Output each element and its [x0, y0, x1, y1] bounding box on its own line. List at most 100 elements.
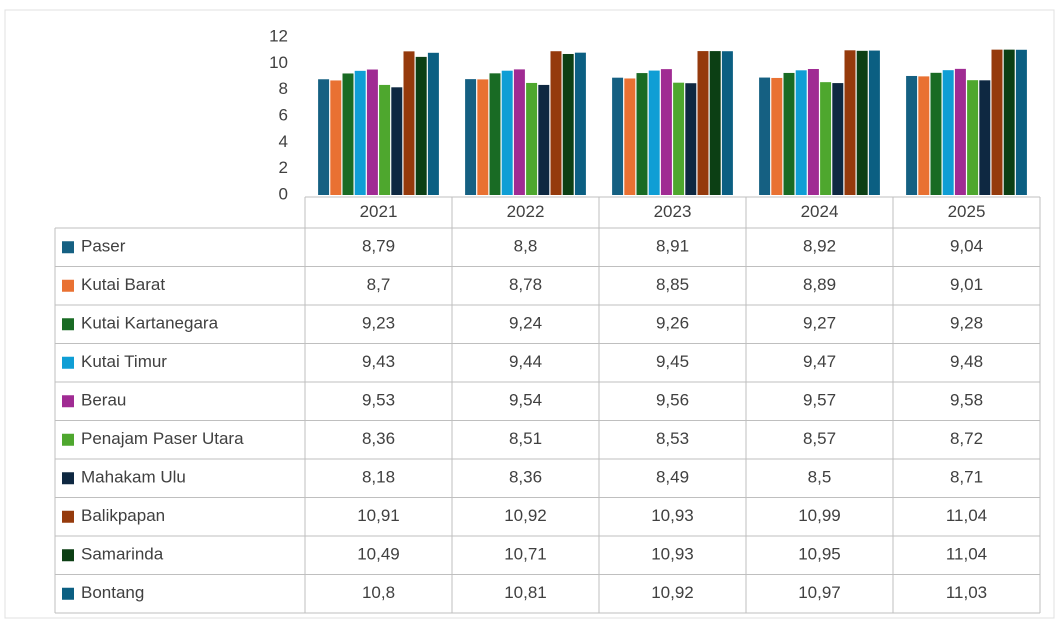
bar	[721, 51, 733, 195]
bar	[574, 52, 586, 195]
bar	[685, 83, 697, 195]
bar	[1015, 49, 1027, 195]
table-value: 10,71	[504, 545, 547, 564]
legend-key	[62, 395, 74, 408]
bar	[660, 69, 672, 195]
bar	[477, 79, 489, 195]
legend-label: Bontang	[81, 583, 144, 602]
y-tick-label: 4	[279, 132, 288, 151]
legend-key	[62, 433, 74, 446]
table-value: 9,27	[803, 314, 836, 333]
y-tick-label: 6	[279, 105, 288, 124]
legend-label: Kutai Timur	[81, 352, 167, 371]
bar	[832, 83, 844, 195]
bar	[550, 51, 562, 195]
table-value: 10,95	[798, 545, 841, 564]
table-value: 9,54	[509, 391, 542, 410]
table-value: 8,53	[656, 429, 689, 448]
bar	[318, 79, 330, 195]
bar	[673, 82, 685, 195]
table-value: 9,24	[509, 314, 542, 333]
table-value: 9,44	[509, 352, 542, 371]
bar	[513, 69, 525, 195]
bar	[918, 76, 930, 195]
bar	[697, 51, 709, 195]
table-value: 9,53	[362, 391, 395, 410]
bar	[415, 56, 427, 195]
table-value: 10,97	[798, 583, 841, 602]
table-value: 9,28	[950, 314, 983, 333]
table-value: 10,92	[504, 506, 547, 525]
table-value: 9,04	[950, 237, 983, 256]
table-value: 8,57	[803, 429, 836, 448]
x-tick-label: 2025	[948, 202, 986, 221]
bar	[330, 80, 342, 195]
bar	[379, 84, 391, 195]
bar	[771, 77, 783, 195]
legend-key	[62, 241, 74, 254]
bar	[465, 79, 477, 195]
table-value: 8,7	[367, 275, 391, 294]
legend-key	[62, 549, 74, 562]
legend-label: Mahakam Ulu	[81, 468, 186, 487]
bar	[942, 70, 954, 195]
bar	[636, 73, 648, 195]
bar	[807, 68, 819, 195]
table-value: 10,92	[651, 583, 694, 602]
bar	[366, 69, 378, 195]
table-value: 9,43	[362, 352, 395, 371]
legend-key	[62, 510, 74, 523]
legend-key	[62, 472, 74, 485]
legend-label: Samarinda	[81, 545, 164, 564]
x-tick-label: 2023	[654, 202, 692, 221]
legend-label: Paser	[81, 237, 126, 256]
bar	[1003, 49, 1015, 195]
table-value: 10,81	[504, 583, 547, 602]
table-value: 9,23	[362, 314, 395, 333]
table-value: 8,71	[950, 468, 983, 487]
table-value: 8,91	[656, 237, 689, 256]
table-value: 9,56	[656, 391, 689, 410]
bar	[562, 53, 574, 195]
bar	[624, 78, 636, 195]
table-value: 8,8	[514, 237, 538, 256]
bar	[868, 50, 880, 195]
table-value: 8,92	[803, 237, 836, 256]
x-tick-label: 2022	[507, 202, 545, 221]
table-value: 9,26	[656, 314, 689, 333]
table-value: 8,18	[362, 468, 395, 487]
table-value: 10,91	[357, 506, 400, 525]
y-tick-label: 8	[279, 79, 288, 98]
table-value: 10,93	[651, 545, 694, 564]
bar	[991, 49, 1003, 195]
table-value: 9,47	[803, 352, 836, 371]
y-tick-label: 2	[279, 158, 288, 177]
chart-border	[4, 9, 1055, 619]
table-value: 8,51	[509, 429, 542, 448]
table-value: 8,72	[950, 429, 983, 448]
x-tick-label: 2021	[360, 202, 398, 221]
x-tick-label: 2024	[801, 202, 839, 221]
legend-label: Balikpapan	[81, 506, 165, 525]
table-value: 8,36	[509, 468, 542, 487]
bar	[342, 73, 354, 195]
bar	[930, 72, 942, 195]
bar	[403, 51, 415, 195]
bar	[427, 52, 439, 195]
bar	[391, 87, 403, 195]
bar	[906, 75, 918, 195]
table-value: 8,79	[362, 237, 395, 256]
legend-key	[62, 279, 74, 292]
y-tick-label: 12	[269, 26, 288, 45]
table-value: 9,57	[803, 391, 836, 410]
legend-label: Kutai Kartanegara	[81, 314, 219, 333]
y-tick-label: 0	[279, 184, 288, 203]
bar	[795, 70, 807, 195]
bar	[538, 84, 550, 195]
bar	[856, 50, 868, 196]
bar	[954, 68, 966, 195]
table-value: 10,93	[651, 506, 694, 525]
table-value: 11,04	[946, 545, 987, 564]
legend-label: Penajam Paser Utara	[81, 429, 244, 448]
